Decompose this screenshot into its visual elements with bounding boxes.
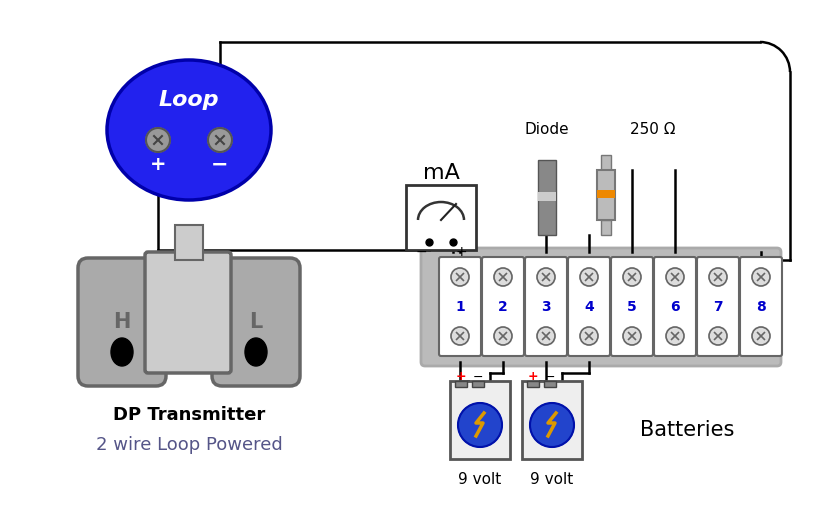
- Text: 250 Ω: 250 Ω: [630, 123, 675, 138]
- Text: +: +: [456, 371, 466, 384]
- Text: 2 wire Loop Powered: 2 wire Loop Powered: [96, 436, 283, 454]
- FancyBboxPatch shape: [145, 252, 231, 373]
- Text: −: −: [415, 245, 427, 259]
- Circle shape: [451, 327, 469, 345]
- Circle shape: [709, 327, 727, 345]
- Circle shape: [208, 128, 232, 152]
- Text: 8: 8: [756, 300, 766, 314]
- Circle shape: [623, 268, 641, 286]
- Circle shape: [494, 327, 512, 345]
- Bar: [455, 381, 467, 387]
- Text: 2: 2: [498, 300, 508, 314]
- Text: L: L: [249, 312, 263, 332]
- Text: Loop: Loop: [159, 90, 219, 110]
- Bar: [472, 381, 484, 387]
- Text: 9 volt: 9 volt: [458, 473, 502, 488]
- FancyBboxPatch shape: [654, 257, 696, 356]
- Text: −: −: [211, 155, 229, 175]
- FancyBboxPatch shape: [482, 257, 524, 356]
- FancyBboxPatch shape: [568, 257, 610, 356]
- FancyBboxPatch shape: [697, 257, 739, 356]
- Circle shape: [623, 327, 641, 345]
- Text: 6: 6: [670, 300, 680, 314]
- Text: +: +: [149, 156, 166, 175]
- Circle shape: [709, 268, 727, 286]
- Bar: [406, 185, 476, 250]
- Text: −: −: [472, 371, 483, 384]
- Text: 1: 1: [455, 300, 465, 314]
- Text: 4: 4: [584, 300, 594, 314]
- Bar: [544, 381, 556, 387]
- Bar: [601, 155, 611, 170]
- Circle shape: [580, 268, 598, 286]
- Text: DP Transmitter: DP Transmitter: [113, 406, 265, 424]
- Circle shape: [494, 268, 512, 286]
- Bar: [597, 190, 615, 197]
- Circle shape: [458, 403, 502, 447]
- Text: +: +: [528, 371, 539, 384]
- Text: Diode: Diode: [524, 123, 570, 138]
- Circle shape: [752, 327, 770, 345]
- Circle shape: [146, 128, 170, 152]
- FancyBboxPatch shape: [740, 257, 782, 356]
- FancyBboxPatch shape: [611, 257, 653, 356]
- Bar: [450, 381, 510, 459]
- Bar: [175, 225, 203, 260]
- Bar: [601, 220, 611, 235]
- Circle shape: [580, 327, 598, 345]
- Ellipse shape: [245, 338, 267, 366]
- Text: +: +: [456, 245, 466, 259]
- FancyBboxPatch shape: [212, 258, 300, 386]
- Text: −: −: [545, 371, 555, 384]
- Bar: [538, 192, 556, 201]
- Circle shape: [451, 268, 469, 286]
- FancyBboxPatch shape: [525, 257, 567, 356]
- Circle shape: [666, 268, 684, 286]
- Text: H: H: [113, 312, 131, 332]
- Bar: [527, 381, 539, 387]
- Text: mA: mA: [423, 163, 460, 183]
- Circle shape: [530, 403, 574, 447]
- Bar: [597, 170, 615, 220]
- Ellipse shape: [111, 338, 133, 366]
- Circle shape: [537, 327, 555, 345]
- Circle shape: [537, 268, 555, 286]
- Text: 5: 5: [627, 300, 637, 314]
- Circle shape: [752, 268, 770, 286]
- Circle shape: [666, 327, 684, 345]
- FancyBboxPatch shape: [439, 257, 481, 356]
- Bar: [538, 160, 556, 235]
- Text: 7: 7: [713, 300, 723, 314]
- Text: Batteries: Batteries: [640, 420, 734, 440]
- FancyBboxPatch shape: [78, 258, 166, 386]
- Bar: [522, 381, 582, 459]
- Text: 3: 3: [541, 300, 551, 314]
- Text: 9 volt: 9 volt: [530, 473, 574, 488]
- Ellipse shape: [107, 60, 271, 200]
- FancyBboxPatch shape: [421, 248, 781, 366]
